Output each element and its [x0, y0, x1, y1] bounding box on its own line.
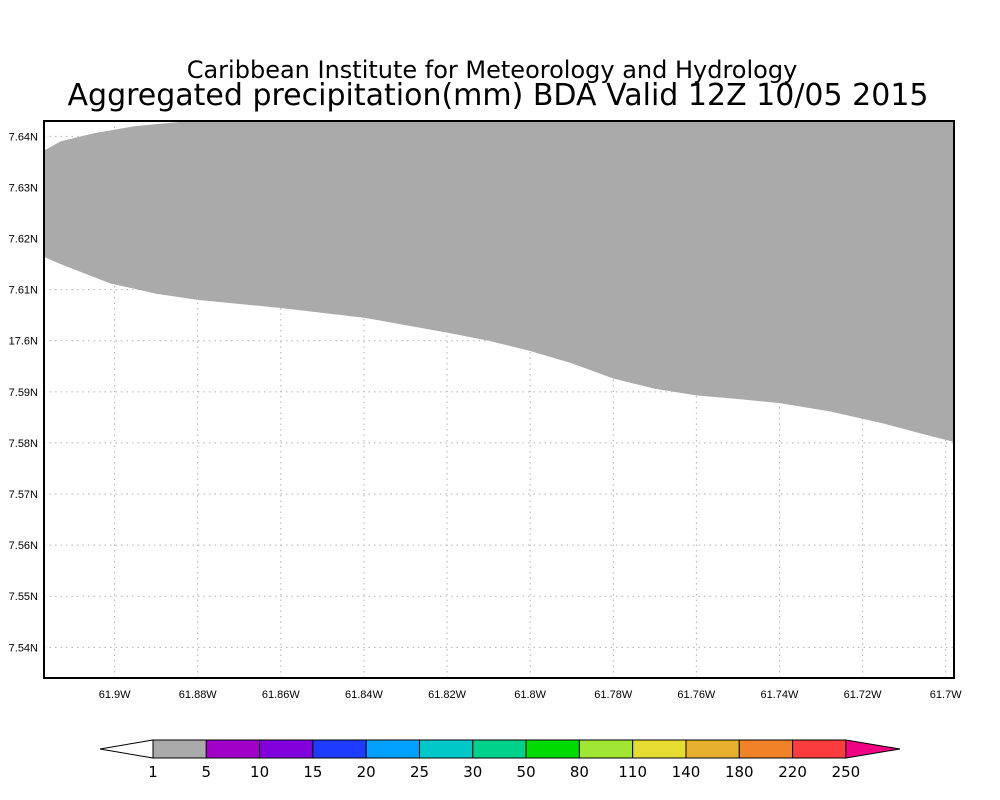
colorbar-high-arrow	[845, 739, 901, 759]
figure-title: Caribbean Institute for Meteorology and …	[187, 56, 798, 84]
colorbar-swatch	[525, 739, 580, 759]
colorbar-swatch	[792, 739, 847, 759]
colorbar-swatch	[578, 739, 634, 759]
colorbar-swatch	[365, 739, 421, 759]
colorbar-label: 5	[202, 763, 212, 781]
lat-tick-label: 7.64N	[9, 131, 38, 143]
lat-tick-label: 7.63N	[9, 182, 38, 194]
colorbar-swatch	[205, 739, 261, 759]
lon-tick-label: 61.86W	[262, 689, 301, 701]
colorbar-swatch	[259, 739, 314, 759]
colorbar-swatch	[632, 739, 687, 759]
lat-tick-label: 7.61N	[9, 285, 38, 297]
colorbar-swatch	[738, 739, 794, 759]
colorbar-label: 80	[570, 763, 589, 781]
lon-tick-label: 61.72W	[844, 689, 883, 701]
colorbar-label: 110	[618, 763, 647, 781]
lat-tick-label: 17.6N	[9, 336, 38, 348]
colorbar-swatches	[99, 739, 901, 759]
colorbar-swatch	[312, 739, 367, 759]
colorbar-label: 50	[517, 763, 536, 781]
latitude-tick-labels: 7.64N 7.63N 7.62N 7.61N 17.6N 7.59N 7.58N 7.57N…	[9, 131, 38, 654]
lon-tick-label: 61.9W	[99, 689, 131, 701]
colorbar-label: 25	[410, 763, 429, 781]
colorbar-labels: 1 5 10 15 20 25 30 50 80 110 140 180 220 250	[148, 763, 860, 781]
map-frame	[43, 120, 955, 679]
precipitation-region	[44, 121, 954, 442]
lat-tick-label: 7.62N	[9, 234, 38, 246]
colorbar-label: 15	[303, 763, 322, 781]
lat-tick-label: 7.55N	[9, 591, 38, 603]
lon-tick-label: 61.74W	[761, 689, 800, 701]
colorbar-label: 180	[725, 763, 754, 781]
colorbar-label: 220	[778, 763, 807, 781]
colorbar-label: 10	[250, 763, 269, 781]
colorbar-label: 20	[357, 763, 376, 781]
colorbar-label: 30	[463, 763, 482, 781]
colorbar-label: 1	[148, 763, 158, 781]
colorbar-swatch	[685, 739, 740, 759]
figure-subtitle: Aggregated precipitation(mm) BDA Valid 1…	[68, 78, 929, 113]
lat-tick-label: 7.59N	[9, 387, 38, 399]
colorbar: 1 5 10 15 20 25 30 50 80 110 140 180 220 250	[99, 739, 901, 781]
lat-tick-label: 7.56N	[9, 540, 38, 552]
lat-tick-label: 7.58N	[9, 438, 38, 450]
lon-tick-label: 61.7W	[930, 689, 962, 701]
lat-tick-label: 7.57N	[9, 489, 38, 501]
lon-tick-label: 61.8W	[514, 689, 546, 701]
colorbar-low-arrow	[99, 739, 154, 759]
colorbar-swatch	[419, 739, 474, 759]
lon-tick-label: 61.88W	[179, 689, 218, 701]
colorbar-swatch	[472, 739, 527, 759]
colorbar-label: 140	[672, 763, 701, 781]
longitude-tick-labels: 61.9W 61.88W 61.86W 61.84W 61.82W 61.8W 61.78W…	[99, 689, 962, 701]
lat-tick-label: 7.54N	[9, 642, 38, 654]
lon-tick-label: 61.76W	[677, 689, 716, 701]
map-plot-area: 61.9W 61.88W 61.86W 61.84W 61.82W 61.8W 61.78W…	[9, 120, 962, 701]
lon-tick-label: 61.82W	[428, 689, 467, 701]
lon-tick-label: 61.78W	[594, 689, 633, 701]
colorbar-label: 250	[832, 763, 861, 781]
colorbar-swatch	[152, 739, 207, 759]
lon-tick-label: 61.84W	[345, 689, 384, 701]
